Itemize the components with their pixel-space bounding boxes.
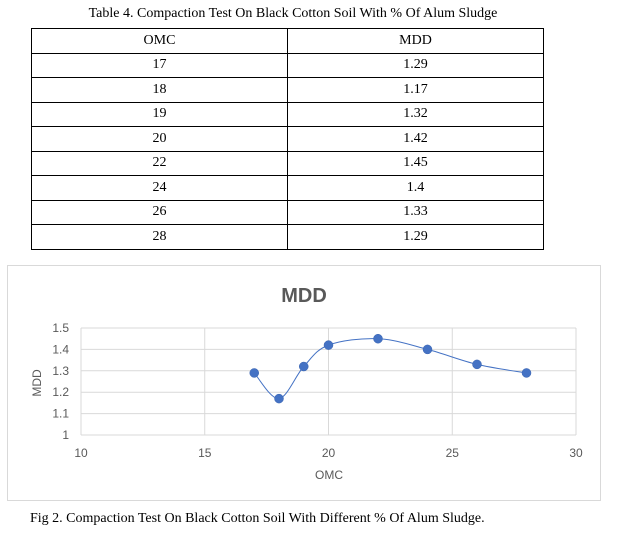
table-caption: Table 4. Compaction Test On Black Cotton… bbox=[88, 6, 498, 21]
y-tick-label: 1.1 bbox=[52, 407, 69, 421]
table-row: 28 1.29 bbox=[31, 224, 544, 250]
mdd-cell: 1.45 bbox=[287, 150, 544, 176]
data-point bbox=[274, 393, 284, 404]
mdd-cell: 1.29 bbox=[287, 52, 544, 78]
table-row: 19 1.32 bbox=[31, 101, 544, 127]
omc-cell: 19 bbox=[31, 101, 288, 127]
table-row: 22 1.45 bbox=[31, 150, 544, 176]
data-point bbox=[472, 359, 482, 370]
table-row: 17 1.29 bbox=[31, 52, 544, 78]
table-header-row: OMC MDD bbox=[31, 28, 544, 54]
y-tick-label: 1.4 bbox=[52, 342, 69, 356]
mdd-cell: 1.32 bbox=[287, 101, 544, 127]
x-axis-label: OMC bbox=[315, 468, 343, 482]
data-point bbox=[422, 344, 433, 355]
mdd-cell: 1.17 bbox=[287, 77, 544, 103]
series-layer bbox=[249, 333, 532, 404]
column-header-omc: OMC bbox=[31, 28, 288, 54]
table-row: 18 1.17 bbox=[31, 77, 544, 103]
table-row: 26 1.33 bbox=[31, 199, 544, 225]
omc-cell: 24 bbox=[31, 175, 288, 201]
data-point bbox=[323, 340, 334, 350]
figure-caption: Fig 2. Compaction Test On Black Cotton S… bbox=[30, 511, 485, 526]
mdd-cell: 1.29 bbox=[287, 224, 544, 250]
omc-cell: 20 bbox=[31, 126, 288, 152]
omc-cell: 17 bbox=[31, 52, 288, 78]
x-tick-label: 10 bbox=[74, 446, 88, 460]
omc-cell: 18 bbox=[31, 77, 288, 103]
data-point bbox=[521, 368, 532, 378]
y-tick-label: 1.3 bbox=[52, 364, 69, 378]
omc-cell: 22 bbox=[31, 150, 288, 176]
data-point bbox=[373, 333, 383, 344]
mdd-chart: MDD MDD OMC 1 1.1 1.2 1.3 1.4 1.5 10 15 20 25 30 bbox=[7, 265, 601, 501]
x-tick-label: 15 bbox=[198, 446, 212, 460]
x-tick-label: 20 bbox=[322, 446, 336, 460]
chart-title: MDD bbox=[281, 285, 327, 307]
column-header-mdd: MDD bbox=[287, 28, 544, 54]
table-row: 20 1.42 bbox=[31, 126, 544, 152]
data-point bbox=[299, 361, 309, 372]
data-point bbox=[249, 368, 259, 378]
y-axis-label: MDD bbox=[30, 369, 44, 397]
x-tick-label: 30 bbox=[569, 446, 583, 460]
y-tick-label: 1 bbox=[62, 428, 69, 442]
omc-cell: 26 bbox=[31, 199, 288, 225]
table-row: 24 1.4 bbox=[31, 175, 544, 201]
y-tick-label: 1.2 bbox=[52, 385, 69, 399]
y-tick-label: 1.5 bbox=[52, 321, 69, 335]
series-line bbox=[253, 338, 527, 400]
mdd-cell: 1.4 bbox=[287, 175, 544, 201]
compaction-table: OMC MDD 17 1.29 18 1.17 19 1.32 20 1.42 22 1.… bbox=[31, 28, 544, 250]
chart-svg: MDD MDD OMC 1 1.1 1.2 1.3 1.4 1.5 10 15 20 25 30 bbox=[30, 285, 583, 482]
mdd-cell: 1.33 bbox=[287, 199, 544, 225]
tick-layer: 1 1.1 1.2 1.3 1.4 1.5 10 15 20 25 30 bbox=[52, 321, 583, 460]
x-tick-label: 25 bbox=[446, 446, 460, 460]
omc-cell: 28 bbox=[31, 224, 288, 250]
mdd-cell: 1.42 bbox=[287, 126, 544, 152]
